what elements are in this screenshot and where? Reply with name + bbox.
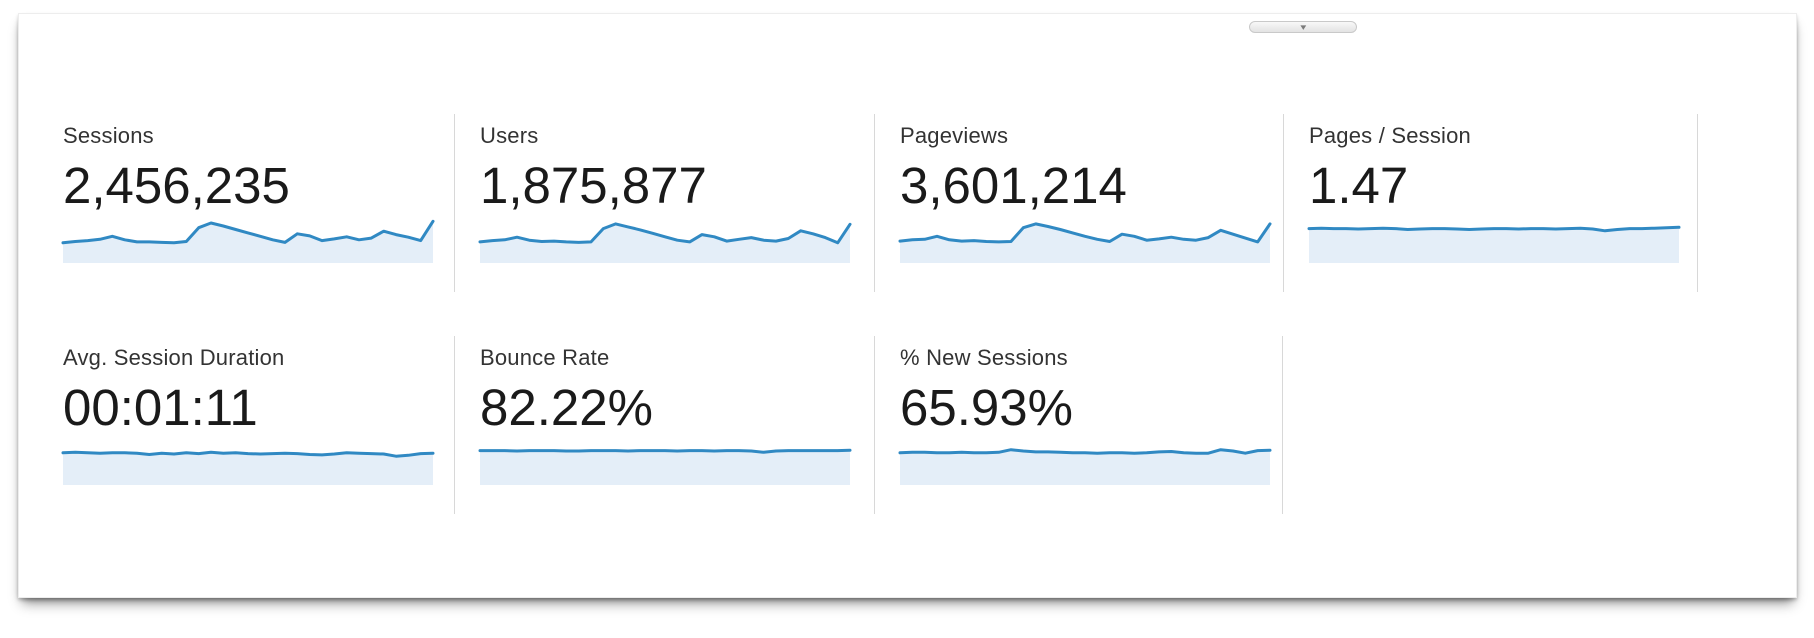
metric-label: Pages / Session [1309, 123, 1471, 148]
pages-per-session-sparkline-chart [1307, 220, 1681, 263]
collapse-handle-button[interactable]: ▾ [1249, 21, 1357, 33]
metric-value: 82.22% [480, 379, 653, 436]
metric-value: 1.47 [1309, 157, 1409, 214]
metric-card-percent-new-sessions[interactable]: % New Sessions 65.93% [874, 336, 1283, 514]
percent-new-sessions-sparkline-chart [898, 442, 1272, 485]
metric-value: 00:01:11 [63, 379, 258, 436]
avg-session-duration-sparkline-chart [61, 442, 435, 485]
metric-card-pages-per-session[interactable]: Pages / Session 1.47 [1283, 114, 1698, 292]
metric-card-sessions[interactable]: Sessions 2,456,235 [19, 114, 454, 292]
sessions-sparkline-chart [61, 219, 435, 263]
bounce-rate-sparkline-chart [478, 442, 852, 485]
metric-label: Sessions [63, 123, 154, 148]
metric-card-pageviews[interactable]: Pageviews 3,601,214 [874, 114, 1283, 292]
pageviews-sparkline-chart [898, 220, 1272, 263]
users-sparkline-chart [478, 220, 852, 263]
metric-label: Bounce Rate [480, 345, 610, 370]
metric-label: Pageviews [900, 123, 1009, 148]
metrics-row-1: Sessions 2,456,235 Users 1,875,877 Pagev… [19, 114, 1698, 292]
chevron-down-icon: ▾ [1300, 21, 1306, 32]
metric-label: Users [480, 123, 539, 148]
metric-value: 3,601,214 [900, 157, 1127, 214]
metric-label: Avg. Session Duration [63, 345, 285, 370]
metrics-row-2: Avg. Session Duration 00:01:11 Bounce Ra… [19, 336, 1283, 514]
metric-value: 1,875,877 [480, 157, 707, 214]
metric-card-bounce-rate[interactable]: Bounce Rate 82.22% [454, 336, 874, 514]
metric-label: % New Sessions [900, 345, 1068, 370]
metric-card-avg-session-duration[interactable]: Avg. Session Duration 00:01:11 [19, 336, 454, 514]
metrics-summary-panel: ▾ Sessions 2,456,235 Users 1,875,877 Pag… [18, 13, 1797, 598]
metric-value: 2,456,235 [63, 157, 290, 214]
metric-value: 65.93% [900, 379, 1073, 436]
metric-card-users[interactable]: Users 1,875,877 [454, 114, 874, 292]
